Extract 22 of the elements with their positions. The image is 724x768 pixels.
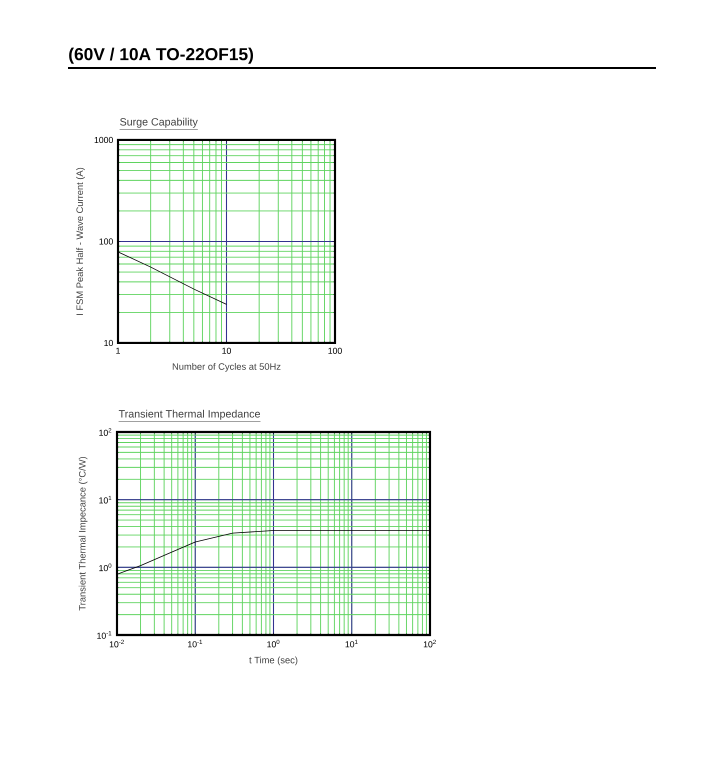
x-tick-label: 10$^{1}$ xyxy=(346,640,358,648)
y-tick-label: 10 xyxy=(104,340,113,346)
x-tick-label: 10$^{-1}$ xyxy=(188,640,202,648)
y-tick-label: 10$^{1}$ xyxy=(99,496,112,504)
text: (60V / 10A TO-22OF15) xyxy=(69,48,254,64)
x-tick-label: 10$^{2}$ xyxy=(424,640,436,648)
x-axis-title: Number of Cycles at 50Hz xyxy=(172,363,280,372)
x-tick-label: 10 xyxy=(222,348,231,354)
x-tick-label: 100 xyxy=(328,348,342,354)
chart-title: Surge Capability xyxy=(120,118,198,128)
y-axis-title: Transient Thermal Impecance (°C/W) xyxy=(78,456,88,610)
y-tick-label: 100 xyxy=(100,238,113,245)
x-axis-title: t Time (sec) xyxy=(249,656,298,666)
y-tick-label: 10$^{0}$ xyxy=(99,564,112,572)
y-tick-label: 10$^{-1}$ xyxy=(97,631,112,639)
y-axis-title: I FSM Peak Half - Wave Current (A) xyxy=(76,168,85,315)
x-tick-label: 10$^{-2}$ xyxy=(110,640,124,648)
y-tick-label: 1000 xyxy=(94,136,113,144)
x-tick-label: 1 xyxy=(116,348,120,354)
x-tick-label: 10$^{0}$ xyxy=(267,640,280,648)
y-tick-label: 10$^{2}$ xyxy=(99,428,112,436)
chart-title: Transient Thermal Impedance xyxy=(118,410,260,420)
